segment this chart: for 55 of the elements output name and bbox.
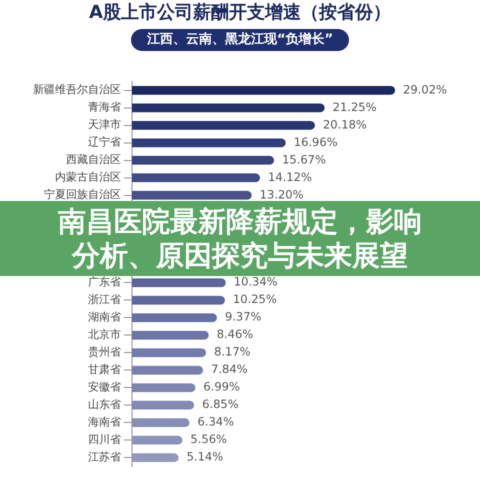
y-tick-label: 安徽省 xyxy=(88,380,121,394)
y-tick-label: 湖南省 xyxy=(88,310,121,324)
chart-subtitle: 江西、云南、黑龙江现“负增长” xyxy=(130,29,350,51)
data-label: 14.12% xyxy=(268,170,312,184)
data-label: 8.46% xyxy=(216,327,254,342)
data-label: 6.99% xyxy=(203,380,240,394)
bar xyxy=(132,313,217,322)
data-label: 6.85% xyxy=(202,397,239,412)
y-tick-label: 内蒙古自治区 xyxy=(55,170,121,184)
data-label: 6.34% xyxy=(197,414,234,429)
chart-title: A股上市公司薪酬开支增速（按省份） xyxy=(88,2,392,24)
bar xyxy=(132,173,260,182)
y-tick-label: 甘肃省 xyxy=(88,363,121,376)
data-label: 8.17% xyxy=(214,344,251,359)
bar xyxy=(132,278,226,288)
y-tick-label: 天津市 xyxy=(88,118,121,132)
y-tick-label: 北京市 xyxy=(88,328,121,342)
y-tick-label: 四川省 xyxy=(88,433,121,446)
data-label: 10.34% xyxy=(234,274,278,289)
data-label: 10.25% xyxy=(232,292,277,306)
y-tick-label: 新疆维吾尔自治区 xyxy=(33,83,121,96)
annotation: 南昌医院最新降薪规定，影响分析、原因探究与未来展望 xyxy=(57,204,423,272)
bar xyxy=(132,138,286,148)
y-tick-label: 辽宁省 xyxy=(88,136,121,149)
bar xyxy=(132,296,225,305)
bar xyxy=(132,156,274,165)
y-tick-label: 青海省 xyxy=(88,100,121,114)
y-tick-label: 西藏自治区 xyxy=(66,153,121,166)
data-label: 7.84% xyxy=(211,362,248,376)
bar xyxy=(132,86,396,95)
y-tick-label: 海南省 xyxy=(88,416,121,429)
y-tick-label: 贵州省 xyxy=(88,346,121,359)
data-label: 21.25% xyxy=(332,100,377,114)
bar xyxy=(132,330,209,340)
y-tick-label: 江苏省 xyxy=(88,450,121,464)
data-label: 16.96% xyxy=(294,134,338,149)
bar xyxy=(132,383,196,392)
bar xyxy=(132,103,325,112)
bar xyxy=(132,453,179,462)
data-label: 9.37% xyxy=(224,310,262,324)
data-label: 20.18% xyxy=(322,117,367,132)
data-label: 29.02% xyxy=(403,82,448,96)
banner: 南昌医院最新降薪规定，影响分析、原因探究与未来展望 xyxy=(0,201,480,276)
bar xyxy=(132,190,252,200)
bar xyxy=(132,348,206,358)
data-label: 13.20% xyxy=(260,187,304,202)
y-tick-label: 山东省 xyxy=(88,398,121,412)
bar xyxy=(132,366,204,375)
bar xyxy=(132,120,315,130)
y-tick-label: 浙江省 xyxy=(88,293,121,306)
y-tick-label: 广东省 xyxy=(88,276,121,289)
data-label: 5.56% xyxy=(190,432,228,446)
data-label: 15.67% xyxy=(282,152,326,166)
y-tick-label: 宁夏回族自治区 xyxy=(44,188,121,202)
data-label: 5.14% xyxy=(186,450,224,464)
